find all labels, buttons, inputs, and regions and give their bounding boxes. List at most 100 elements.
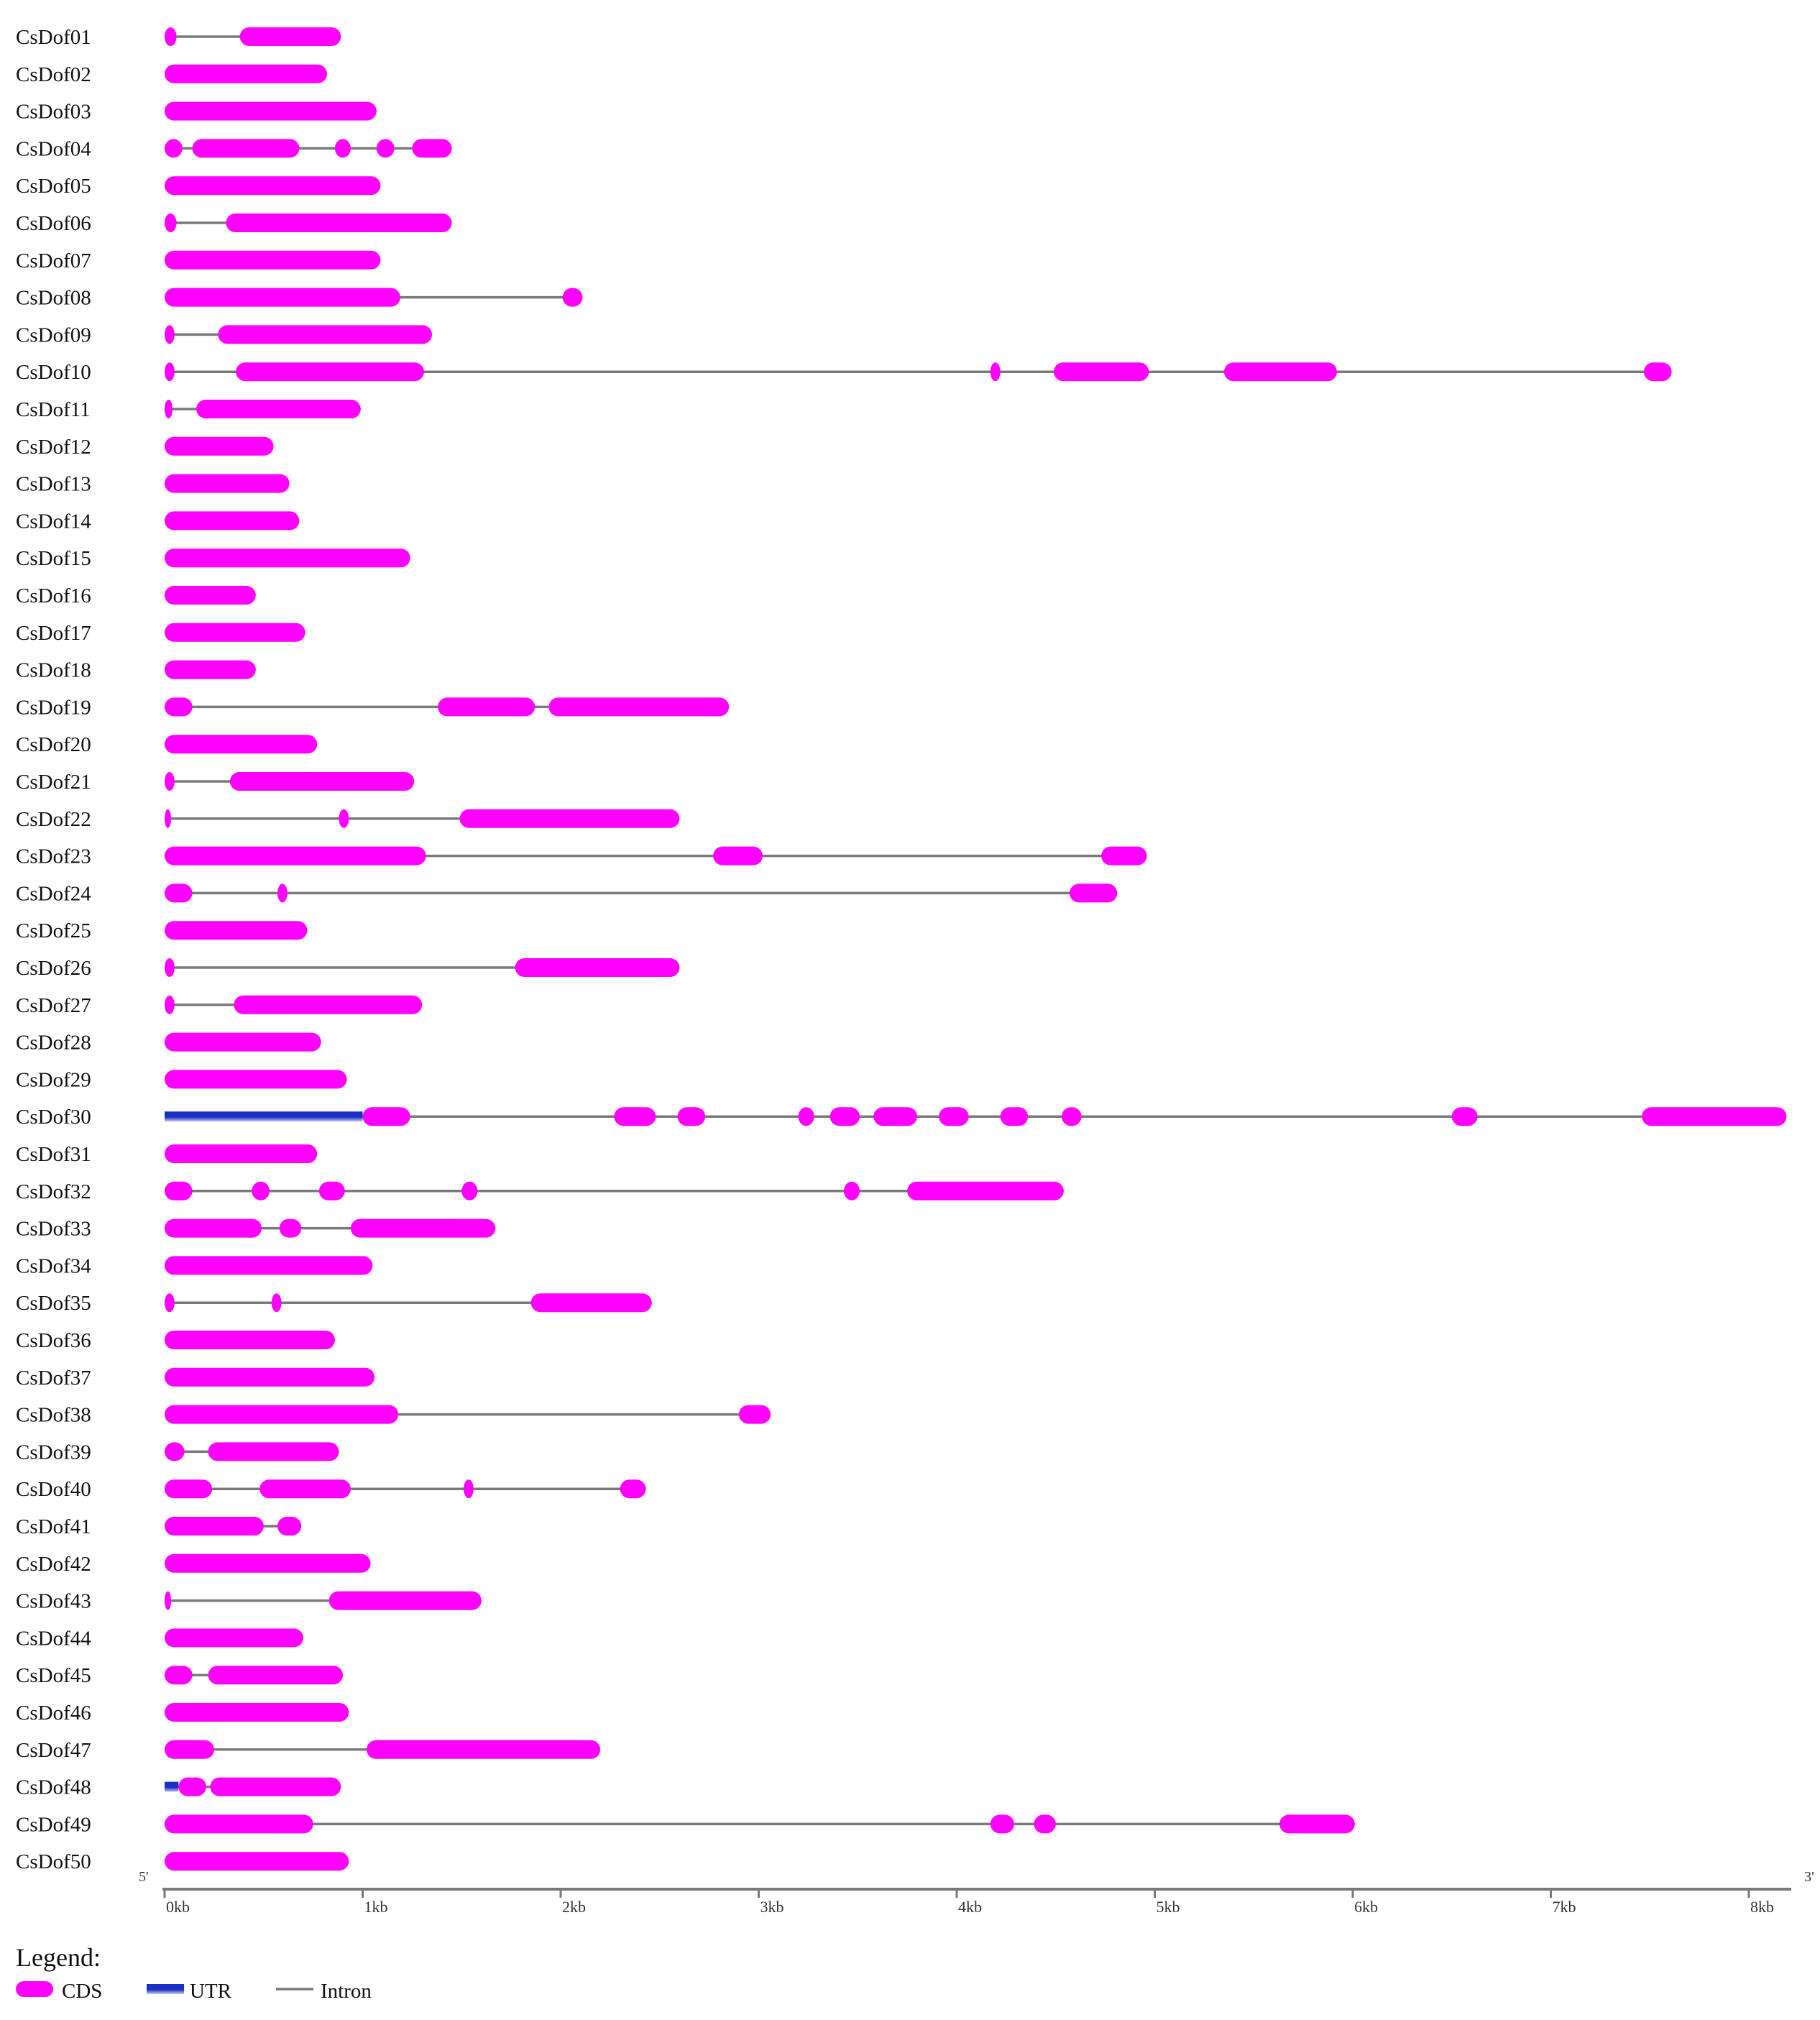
cds-exon <box>165 1032 321 1052</box>
gene-row: CsDof02 <box>16 63 327 86</box>
cds-exon <box>196 400 361 418</box>
cds-exon <box>165 1442 185 1461</box>
gene-label: CsDof25 <box>16 919 91 942</box>
gene-row: CsDof42 <box>16 1553 371 1576</box>
cds-exon <box>412 139 452 158</box>
cds-exon <box>165 176 381 196</box>
cds-exon <box>165 660 256 679</box>
gene-label: CsDof41 <box>16 1515 91 1538</box>
gene-row: CsDof04 <box>16 137 452 160</box>
cds-exon <box>252 1181 270 1200</box>
gene-row: CsDof08 <box>16 287 583 310</box>
cds-exon <box>1053 362 1149 382</box>
cds-exon <box>843 1181 860 1200</box>
cds-exon <box>515 958 680 977</box>
gene-row: CsDof23 <box>16 845 1147 868</box>
cds-exon <box>713 846 763 866</box>
three-prime-label: 3' <box>1804 1869 1814 1885</box>
cds-exon <box>277 1517 302 1535</box>
gene-label: CsDof19 <box>16 696 91 719</box>
gene-label: CsDof28 <box>16 1032 91 1055</box>
gene-label: CsDof27 <box>16 994 91 1017</box>
cds-exon <box>165 883 193 903</box>
cds-exon <box>165 1852 349 1871</box>
gene-rows: CsDof01 CsDof02 CsDof03 CsDof04 CsDof05 CsDof… <box>16 26 1787 1873</box>
gene-label: CsDof37 <box>16 1367 91 1390</box>
cds-exon <box>208 1442 339 1461</box>
gene-row: CsDof35 <box>16 1292 652 1315</box>
gene-row: CsDof48 <box>16 1776 341 1799</box>
cds-exon <box>367 1740 601 1759</box>
gene-label: CsDof17 <box>16 622 91 645</box>
gene-label: CsDof43 <box>16 1590 91 1613</box>
gene-label: CsDof07 <box>16 249 91 272</box>
cds-exon <box>562 288 583 307</box>
utr-segment <box>165 1111 363 1122</box>
gene-label: CsDof05 <box>16 175 91 198</box>
gene-row: CsDof39 <box>16 1441 339 1464</box>
gene-row: CsDof40 <box>16 1478 646 1501</box>
cds-exon <box>236 362 424 382</box>
cds-exon <box>226 214 452 232</box>
cds-exon <box>165 772 175 791</box>
cds-exon <box>677 1107 706 1126</box>
cds-exon <box>208 1666 343 1685</box>
cds-exon <box>165 1591 171 1610</box>
gene-label: CsDof15 <box>16 547 91 570</box>
gene-row: CsDof43 <box>16 1590 482 1613</box>
gene-label: CsDof21 <box>16 771 91 794</box>
legend-title: Legend: <box>16 1943 101 1972</box>
cds-exon <box>1000 1107 1029 1126</box>
cds-exon <box>1223 362 1337 382</box>
gene-row: CsDof32 <box>16 1180 1064 1203</box>
cds-exon <box>738 1405 771 1424</box>
cds-exon <box>165 400 173 418</box>
gene-label: CsDof23 <box>16 845 91 868</box>
cds-exon <box>530 1293 652 1313</box>
gene-label: CsDof30 <box>16 1106 91 1129</box>
gene-label: CsDof14 <box>16 510 91 533</box>
cds-exon <box>165 1293 175 1313</box>
cds-exon <box>1070 883 1118 903</box>
cds-exon <box>165 325 175 344</box>
cds-exon <box>461 1181 478 1200</box>
cds-exon <box>165 474 290 493</box>
gene-row: CsDof29 <box>16 1068 347 1091</box>
gene-row: CsDof34 <box>16 1254 373 1277</box>
axis-tick-label: 7kb <box>1553 1898 1576 1916</box>
cds-exon <box>165 27 177 46</box>
gene-row: CsDof33 <box>16 1218 496 1241</box>
gene-row: CsDof25 <box>16 919 308 942</box>
cds-exon <box>279 1218 302 1238</box>
gene-label: CsDof34 <box>16 1254 91 1277</box>
gene-row: CsDof06 <box>16 212 452 235</box>
gene-row: CsDof14 <box>16 510 300 533</box>
cds-exon <box>165 846 426 866</box>
cds-exon <box>459 809 680 828</box>
gene-row: CsDof37 <box>16 1367 375 1390</box>
cds-exon <box>362 1107 410 1126</box>
gene-label: CsDof04 <box>16 137 91 160</box>
gene-row: CsDof16 <box>16 584 256 607</box>
cds-exon <box>165 1405 399 1424</box>
cds-exon <box>165 1740 214 1759</box>
gene-label: CsDof50 <box>16 1850 91 1873</box>
gene-row: CsDof07 <box>16 249 381 272</box>
gene-row: CsDof47 <box>16 1739 601 1762</box>
gene-row: CsDof27 <box>16 994 423 1017</box>
cds-exon <box>165 809 171 828</box>
gene-row: CsDof44 <box>16 1627 303 1650</box>
cds-exon <box>277 883 288 903</box>
cds-exon <box>165 214 177 232</box>
cds-exon <box>165 1367 375 1387</box>
axis-tick-label: 4kb <box>958 1898 982 1916</box>
gene-row: CsDof18 <box>16 659 256 682</box>
cds-exon <box>165 1256 373 1275</box>
gene-row: CsDof05 <box>16 175 381 198</box>
cds-exon <box>165 1814 313 1834</box>
cds-exon <box>239 27 341 46</box>
axis-tick-label: 1kb <box>364 1898 388 1916</box>
cds-exon <box>620 1479 646 1499</box>
cds-exon <box>334 139 351 158</box>
gene-label: CsDof31 <box>16 1143 91 1166</box>
